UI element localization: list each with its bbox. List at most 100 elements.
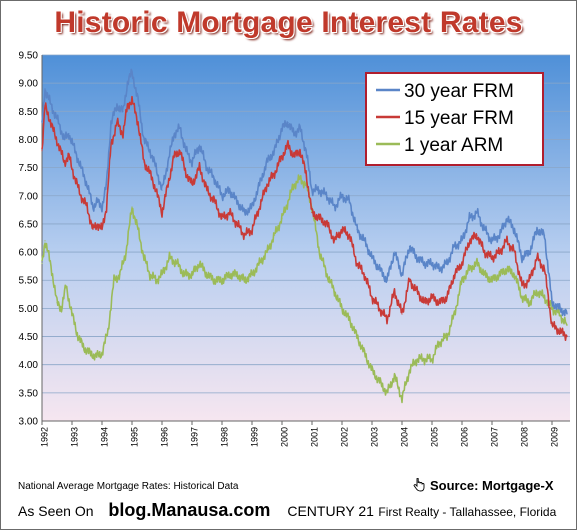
data-point [483,228,486,231]
data-point [528,251,531,253]
data-point [125,251,127,253]
y-tick-label: 4.50 [19,332,39,343]
data-point [191,161,193,163]
data-point [68,133,70,135]
data-point [47,96,49,98]
data-point [251,228,253,231]
data-point [446,335,448,338]
data-point [213,200,216,202]
data-point [126,105,129,107]
data-point [491,240,493,242]
data-point [393,251,396,253]
footer-note: National Average Mortgage Rates: Histori… [18,481,239,492]
y-tick-label: 3.50 [19,388,39,399]
data-point [528,279,531,281]
x-axis: 1992 1993 1994 1995 1996 1997 1998 1999 2000 2001… [39,421,559,447]
data-point [95,355,97,357]
data-point [423,358,426,360]
data-point [348,200,351,202]
data-point [453,245,456,248]
data-point [206,189,208,191]
data-point [438,341,441,343]
data-point [423,302,426,304]
data-point [57,121,60,124]
data-point [113,279,115,281]
data-point [116,105,118,107]
data-point [348,319,351,321]
data-point [243,234,246,236]
data-point [558,313,561,315]
data-point [333,290,336,293]
x-tick-label: 1996 [159,427,169,447]
data-point [491,279,493,281]
data-point [44,240,46,242]
data-point [363,240,366,242]
data-point [266,251,268,253]
data-point [206,274,208,276]
data-point [299,127,301,129]
data-point [47,251,49,253]
series-line-30-year-frm [41,68,568,317]
data-point [44,105,46,107]
data-point [513,251,516,253]
data-point [63,161,66,163]
data-point [287,200,289,202]
data-point [521,257,523,259]
data-point [543,234,546,236]
data-point [318,251,321,253]
data-point [173,133,175,135]
data-point [273,172,276,174]
data-point [228,212,231,214]
y-tick-label: 7.00 [19,191,39,202]
data-point [446,262,448,264]
data-point [236,223,238,225]
data-point [236,274,238,276]
data-point [431,296,433,298]
blog-link[interactable]: blog.Manausa.com [108,500,271,520]
data-point [468,217,471,219]
data-point [363,274,366,276]
data-point [47,113,49,115]
x-tick-label: 1995 [129,427,139,447]
series-line-15-year-frm [41,95,568,342]
data-point [446,296,448,298]
data-point [65,285,67,287]
data-point [44,88,46,90]
data-point [179,150,181,152]
data-point [92,228,94,231]
attribution-line: As Seen On blog.Manausa.com CENTURY 21 F… [18,500,577,521]
x-tick-label: 2002 [339,427,349,447]
data-point [378,380,381,383]
data-point [378,307,381,309]
data-point [243,279,246,281]
y-tick-label: 4.00 [19,360,39,371]
data-point [126,82,129,84]
data-point [41,150,43,152]
x-tick-label: 1999 [249,427,259,447]
data-point [371,369,373,371]
data-point [236,200,238,202]
x-tick-label: 2001 [309,427,319,447]
data-point [74,178,76,180]
x-tick-label: 2003 [369,427,379,447]
data-point [348,234,351,236]
data-point [318,189,321,191]
data-point [266,183,268,186]
data-point [51,107,54,110]
data-point [461,262,463,264]
data-point [101,206,103,208]
data-point [110,144,112,146]
data-point [393,375,396,377]
data-point [96,223,99,225]
data-point [513,274,516,276]
data-point [161,189,163,191]
data-point [293,155,295,157]
data-point [74,150,76,152]
data-point [476,212,478,214]
x-tick-label: 1994 [99,427,109,447]
data-point [60,307,63,309]
data-point [143,257,145,259]
data-point [41,121,43,124]
data-point [423,262,426,264]
data-point [119,274,121,276]
